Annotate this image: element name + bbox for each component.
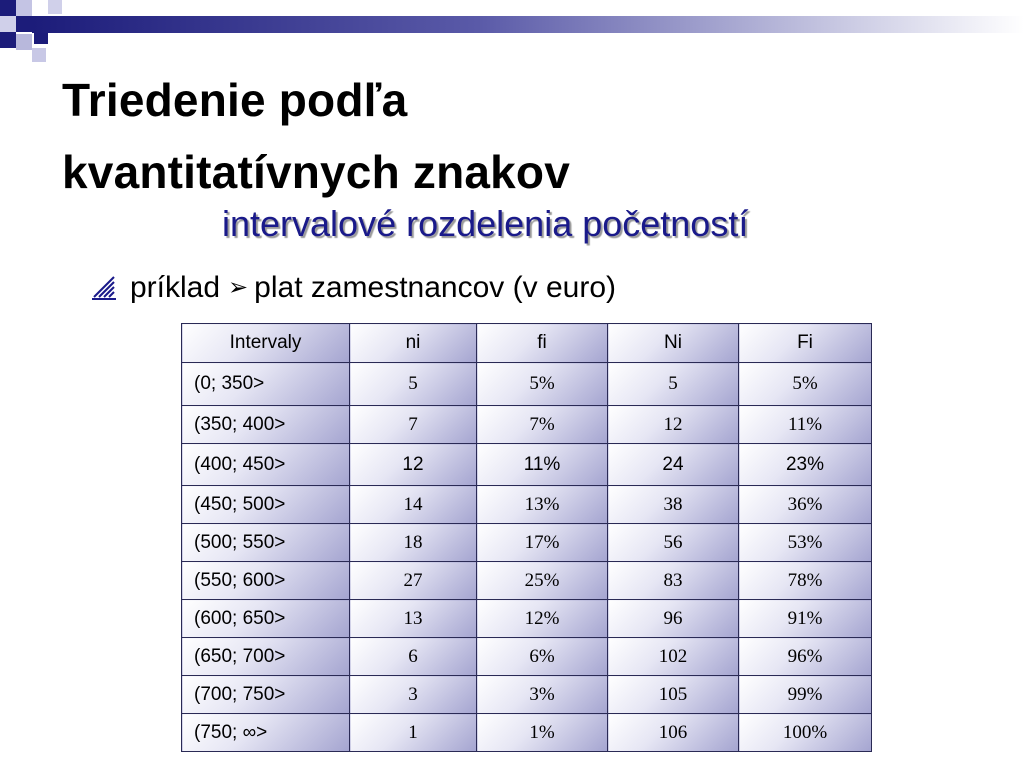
table-cell-value: 56 [607,523,739,562]
table-cell-interval: (500; 550> [181,523,350,562]
bullet-text: plat zamestnancov (v euro) [254,271,616,304]
table-cell-value: 5% [476,362,608,406]
arrow-bullet-icon: ➢ [228,274,249,301]
table-cell-value: 96% [738,637,872,676]
table-row: (450; 500> 14 13% 38 36% [181,485,872,524]
table-cell-interval: (400; 450> [181,443,350,486]
table-cell-value: 38 [607,485,739,524]
table-cell-value: 13 [349,599,477,638]
table-row: (700; 750> 3 3% 105 99% [181,675,872,714]
bullet-word: príklad [130,271,221,304]
table-row: (350; 400> 7 7% 12 11% [181,405,872,444]
table-cell-value: 6% [476,637,608,676]
table-cell-value: 18 [349,523,477,562]
header-gradient-bar [32,16,1024,33]
table-row: (400; 450> 12 11% 24 23% [181,443,872,486]
table-cell-value: 96 [607,599,739,638]
table-row: (650; 700> 6 6% 102 96% [181,637,872,676]
table-cell-interval: (700; 750> [181,675,350,714]
table-cell-value: 13% [476,485,608,524]
table-header-row: Intervaly ni fi Ni Fi [181,323,872,363]
table-row: (500; 550> 18 17% 56 53% [181,523,872,562]
table-cell-value: 1 [349,713,477,752]
table-cell-value: 100% [738,713,872,752]
table-cell-value: 7 [349,405,477,444]
table-cell-value: 53% [738,523,872,562]
table-cell-value: 5 [607,362,739,406]
header-fi: fi [476,323,608,363]
header-ni: ni [349,323,477,363]
table-cell-value: 14 [349,485,477,524]
table-cell-value: 24 [607,443,739,486]
hatched-triangle-bullet-icon [92,276,116,300]
table-cell-value: 102 [607,637,739,676]
table-cell-interval: (350; 400> [181,405,350,444]
table-cell-value: 78% [738,561,872,600]
table-cell-value: 36% [738,485,872,524]
table-cell-value: 6 [349,637,477,676]
table-cell-value: 99% [738,675,872,714]
slide-subtitle: intervalové rozdelenia početností [222,203,749,244]
table-cell-interval: (600; 650> [181,599,350,638]
table-cell-value: 27 [349,561,477,600]
table-cell-value: 17% [476,523,608,562]
table-cell-value: 105 [607,675,739,714]
table-cell-interval: (750; ∞> [181,713,350,752]
table-cell-value: 3 [349,675,477,714]
table-cell-value: 5% [738,362,872,406]
frequency-table: Intervaly ni fi Ni Fi (0; 350> 5 5% 5 5% (350… [181,323,872,752]
table-cell-value: 12 [349,443,477,486]
title-line-2: kvantitatívnych znakov [62,146,571,198]
table-cell-interval: (450; 500> [181,485,350,524]
bullet-item: príklad ➢ plat zamestnancov (v euro) [88,268,616,308]
table-row: (750; ∞> 1 1% 106 100% [181,713,872,752]
table-cell-value: 5 [349,362,477,406]
table-cell-value: 11% [476,443,608,486]
table-cell-value: 91% [738,599,872,638]
table-cell-value: 23% [738,443,872,486]
table-cell-interval: (550; 600> [181,561,350,600]
slide-title: Triedenie podľa kvantitatívnych znakov [62,64,570,208]
table-cell-value: 12 [607,405,739,444]
table-cell-interval: (0; 350> [181,362,350,406]
table-cell-value: 106 [607,713,739,752]
title-line-1: Triedenie podľa [62,74,408,126]
table-cell-value: 25% [476,561,608,600]
header-Ni-cumulative: Ni [607,323,739,363]
table-cell-value: 11% [738,405,872,444]
table-cell-value: 1% [476,713,608,752]
table-cell-value: 3% [476,675,608,714]
header-intervaly: Intervaly [181,323,350,363]
table-row: (0; 350> 5 5% 5 5% [181,362,872,406]
table-cell-value: 83 [607,561,739,600]
table-cell-value: 12% [476,599,608,638]
table-cell-value: 7% [476,405,608,444]
table-row: (550; 600> 27 25% 83 78% [181,561,872,600]
table-cell-interval: (650; 700> [181,637,350,676]
table-row: (600; 650> 13 12% 96 91% [181,599,872,638]
header-Fi-cumulative: Fi [738,323,872,363]
